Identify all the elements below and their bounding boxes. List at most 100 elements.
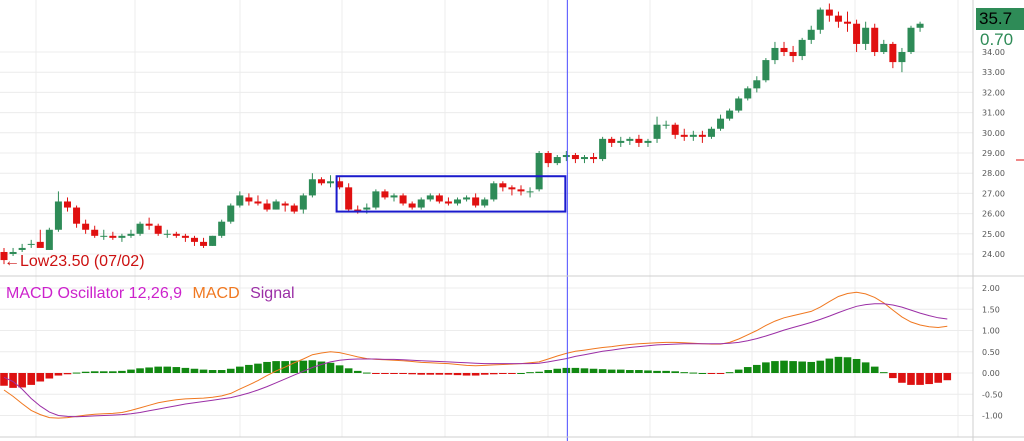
histogram-bar bbox=[798, 361, 806, 373]
candle-body bbox=[816, 9, 824, 30]
histogram-bar bbox=[263, 361, 271, 373]
histogram-bar bbox=[109, 371, 117, 373]
candle-body bbox=[599, 138, 607, 160]
macd-histogram bbox=[0, 356, 952, 388]
histogram-bar bbox=[762, 362, 770, 373]
candle-body bbox=[862, 27, 870, 44]
chart-overlays bbox=[335, 0, 1024, 441]
candle-body bbox=[172, 233, 180, 236]
histogram-bar bbox=[118, 370, 126, 373]
candle-body bbox=[590, 157, 598, 160]
price-tick-label: 30.00 bbox=[982, 129, 1005, 138]
candle-body bbox=[535, 153, 543, 190]
histogram-bar bbox=[834, 356, 843, 373]
histogram-bar bbox=[254, 363, 262, 373]
candle-body bbox=[236, 195, 244, 206]
candle-body bbox=[871, 27, 879, 52]
histogram-bar bbox=[335, 365, 344, 373]
candle-body bbox=[435, 195, 443, 202]
candle-body bbox=[626, 138, 634, 141]
candle-body bbox=[508, 187, 516, 190]
histogram-bar bbox=[372, 373, 380, 374]
candle-body bbox=[853, 23, 861, 44]
macd-lines bbox=[3, 291, 948, 419]
histogram-bar bbox=[127, 369, 135, 373]
consolidation-box bbox=[335, 175, 567, 213]
macd-tick-label: 1.00 bbox=[982, 327, 1000, 336]
macd-tick-label: 0.00 bbox=[982, 369, 1000, 378]
candle-body bbox=[454, 199, 461, 204]
candle-body bbox=[889, 43, 897, 63]
candle-body bbox=[36, 241, 44, 248]
histogram-bar bbox=[535, 371, 543, 373]
histogram-bar bbox=[217, 370, 226, 373]
histogram-bar bbox=[245, 364, 253, 373]
candle-body bbox=[807, 29, 815, 40]
candle-body bbox=[91, 229, 99, 236]
histogram-bar bbox=[344, 368, 353, 373]
candle-body bbox=[780, 47, 788, 52]
histogram-bar bbox=[136, 368, 144, 373]
histogram-bar bbox=[462, 373, 471, 376]
candle-body bbox=[127, 233, 135, 236]
histogram-bar bbox=[9, 373, 17, 388]
candle-body bbox=[526, 191, 534, 193]
candle-body bbox=[354, 209, 362, 212]
candle-body bbox=[27, 243, 35, 245]
histogram-bar bbox=[571, 367, 580, 373]
histogram-bar bbox=[934, 373, 943, 383]
candle-body bbox=[154, 225, 162, 234]
candle-body bbox=[744, 88, 752, 99]
candle-body bbox=[390, 195, 398, 198]
histogram-bar bbox=[589, 368, 598, 373]
histogram-bar bbox=[81, 371, 90, 373]
histogram-bar bbox=[707, 373, 716, 374]
histogram-bar bbox=[236, 366, 244, 373]
histogram-bar bbox=[879, 372, 888, 374]
histogram-bar bbox=[154, 366, 162, 373]
candle-body bbox=[680, 134, 688, 137]
histogram-bar bbox=[199, 369, 208, 373]
histogram-bar bbox=[907, 373, 915, 385]
histogram-bar bbox=[716, 373, 725, 374]
candle-body bbox=[916, 23, 924, 28]
histogram-bar bbox=[54, 373, 63, 376]
histogram-bar bbox=[353, 370, 362, 373]
macd-tick-label: 1.50 bbox=[982, 305, 1000, 314]
candle-body bbox=[145, 223, 153, 226]
candle-body bbox=[63, 201, 71, 208]
low-annotation-text: Low23.50 (07/02) bbox=[20, 253, 145, 270]
candle-body bbox=[73, 207, 81, 224]
histogram-bar bbox=[426, 373, 435, 375]
candle-body bbox=[553, 157, 561, 164]
candle-body bbox=[200, 241, 208, 246]
candle-body bbox=[372, 191, 380, 208]
candle-body bbox=[707, 128, 715, 137]
histogram-bar bbox=[816, 360, 825, 373]
histogram-bar bbox=[226, 368, 235, 373]
macd-tick-label: -0.50 bbox=[982, 390, 1003, 399]
candle-body bbox=[608, 138, 616, 143]
candle-body bbox=[54, 201, 62, 230]
histogram-bar bbox=[852, 358, 861, 373]
histogram-bar bbox=[45, 373, 54, 379]
price-tick-label: 32.00 bbox=[982, 88, 1005, 97]
candle-body bbox=[218, 221, 226, 236]
candle-body bbox=[907, 27, 915, 52]
candle-body bbox=[118, 235, 126, 238]
candle-body bbox=[617, 140, 625, 143]
low-annotation: ←Low23.50 (07/02) bbox=[4, 253, 145, 271]
candle-body bbox=[399, 195, 407, 204]
histogram-bar bbox=[870, 366, 879, 373]
histogram-bar bbox=[825, 358, 834, 373]
macd-tick-label: 2.00 bbox=[982, 284, 1000, 293]
histogram-bar bbox=[698, 373, 707, 374]
candle-body bbox=[109, 235, 117, 238]
candle-body bbox=[463, 197, 471, 200]
candle-body bbox=[798, 39, 806, 57]
candle-body bbox=[644, 140, 652, 143]
histogram-bar bbox=[544, 370, 552, 373]
candle-body bbox=[698, 134, 706, 137]
candle-body bbox=[834, 15, 842, 22]
